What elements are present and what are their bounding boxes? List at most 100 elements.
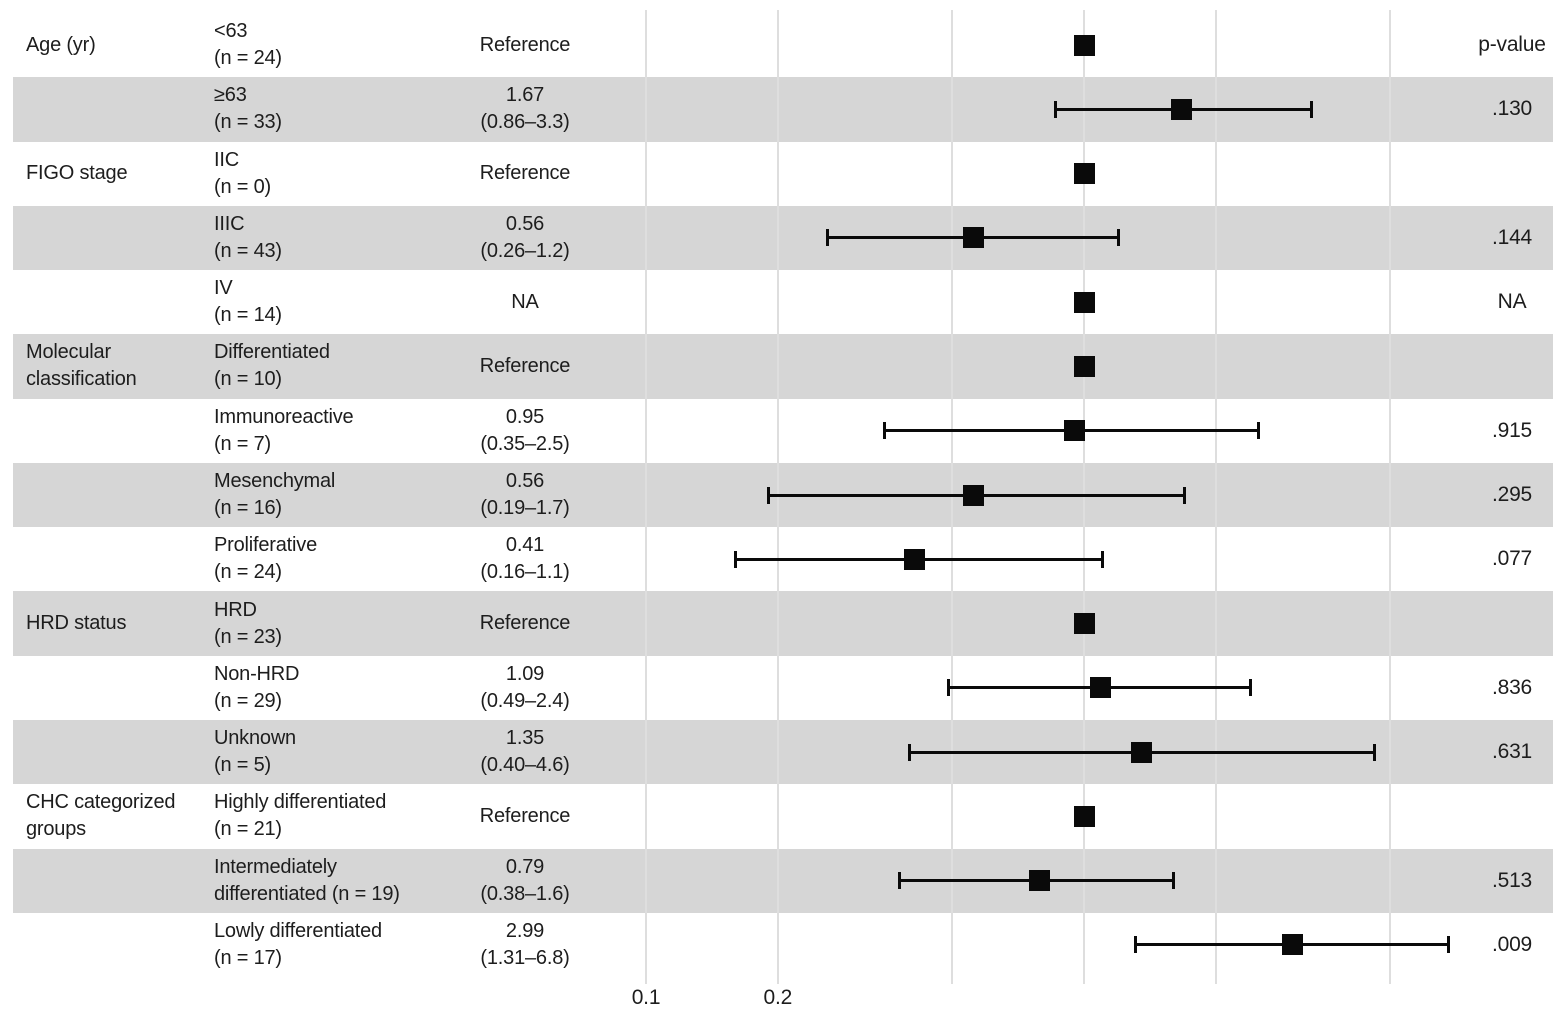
hazard-ratio-value: Reference (405, 13, 645, 77)
hazard-ratio-value: 0.95 (0.35–2.5) (405, 399, 645, 463)
p-value: .077 (1491, 547, 1533, 571)
hazard-ratio-line: (0.40–4.6) (480, 754, 570, 777)
subgroup-label-line: Unknown (214, 727, 296, 750)
ci-whisker-cap (1117, 229, 1121, 247)
point-estimate-marker (903, 548, 925, 570)
subgroup-label-line: Intermediately (214, 855, 337, 878)
hazard-ratio-line: (1.31–6.8) (480, 946, 570, 969)
subgroup-label-line: (n = 43) (214, 239, 282, 262)
subgroup-label: Differentiated (n = 10) (214, 334, 449, 398)
ci-whisker-cap (766, 486, 770, 504)
ci-whisker-cap (1249, 679, 1253, 697)
variable-label-line: groups (26, 818, 86, 841)
hazard-ratio-line: (0.26–1.2) (480, 239, 570, 262)
hazard-ratio-value: 0.56 (0.19–1.7) (405, 463, 645, 527)
p-value: .009 (1491, 932, 1533, 956)
ci-whisker-cap (1309, 100, 1313, 118)
ci-whisker-cap (1171, 872, 1175, 890)
hazard-ratio-value: 0.56 (0.26–1.2) (405, 206, 645, 270)
subgroup-label: Non-HRD (n = 29) (214, 656, 449, 720)
x-tick-label: 0.1 (631, 986, 661, 1009)
x-gridline (1389, 10, 1392, 984)
subgroup-label-line: (n = 29) (214, 689, 282, 712)
ci-whisker-cap (1100, 550, 1104, 568)
hazard-ratio-line: 0.56 (505, 470, 545, 492)
variable-label: HRD status (26, 591, 211, 655)
subgroup-label-line: <63 (214, 20, 248, 43)
x-gridline (951, 10, 954, 984)
variable-label-line: CHC categorized (26, 791, 176, 814)
hazard-ratio-line: Reference (479, 612, 571, 635)
hazard-ratio-line: 1.35 (505, 727, 545, 750)
subgroup-label-line: (n = 21) (214, 818, 282, 841)
hazard-ratio-value: 1.09 (0.49–2.4) (405, 656, 645, 720)
subgroup-label-line: IIC (214, 148, 239, 171)
variable-label-line: Age (yr) (26, 33, 96, 56)
point-estimate-marker (1028, 870, 1050, 892)
subgroup-label-line: Mesenchymal (214, 470, 336, 492)
ci-whisker-cap (908, 743, 912, 761)
ci-whisker-cap (1256, 422, 1260, 440)
hazard-ratio-line: (0.49–2.4) (480, 689, 570, 712)
subgroup-label: IIIC (n = 43) (214, 206, 449, 270)
p-value: .295 (1491, 483, 1533, 506)
variable-label: CHC categorized groups (26, 784, 211, 848)
subgroup-label-line: HRD (214, 598, 257, 621)
subgroup-label-line: (n = 7) (214, 432, 271, 455)
point-estimate-marker (1063, 420, 1085, 442)
ci-whisker-cap (882, 422, 886, 440)
variable-label-line: Molecular (26, 341, 111, 364)
p-value-column-header: p-value (1478, 33, 1546, 56)
point-estimate-marker (1073, 163, 1095, 185)
subgroup-label: HRD (n = 23) (214, 591, 449, 655)
point-estimate-marker (1281, 934, 1303, 956)
hazard-ratio-line: (0.16–1.1) (480, 561, 570, 584)
row-shaded-band (13, 205, 1553, 271)
subgroup-label: Proliferative (n = 24) (214, 527, 449, 591)
subgroup-label-line: Lowly differentiated (214, 919, 382, 942)
hazard-ratio-value: 0.79 (0.38–1.6) (405, 849, 645, 913)
hazard-ratio-line: 0.79 (505, 855, 545, 878)
hazard-ratio-value: Reference (405, 784, 645, 848)
hazard-ratio-line: 1.67 (505, 84, 545, 107)
variable-label: Molecular classification (26, 334, 211, 398)
subgroup-label: Unknown (n = 5) (214, 720, 449, 784)
point-estimate-marker (1130, 741, 1152, 763)
hazard-ratio-line: Reference (479, 33, 571, 56)
hazard-ratio-line: (0.86–3.3) (480, 111, 570, 134)
p-value: NA (1497, 290, 1527, 314)
p-value: .513 (1491, 868, 1533, 892)
row-shaded-band (13, 591, 1553, 656)
ci-whisker-cap (1372, 743, 1376, 761)
x-gridline (645, 10, 647, 984)
subgroup-label-line: (n = 0) (214, 175, 271, 198)
x-tick-label: 0.2 (763, 986, 793, 1009)
ci-whisker-cap (733, 550, 737, 568)
subgroup-label-line: (n = 14) (214, 304, 282, 327)
subgroup-label-line: IV (214, 277, 233, 300)
hazard-ratio-line: Reference (479, 804, 571, 827)
p-value: .130 (1491, 97, 1533, 121)
hazard-ratio-value: 2.99 (1.31–6.8) (405, 913, 645, 977)
hazard-ratio-value: Reference (405, 591, 645, 655)
ci-whisker-cap (1183, 486, 1187, 504)
subgroup-label-line: Non-HRD (214, 662, 300, 685)
hazard-ratio-line: Reference (479, 354, 571, 377)
point-estimate-marker (1073, 613, 1095, 635)
variable-label-line: classification (26, 368, 137, 391)
subgroup-label-line: (n = 10) (214, 368, 282, 391)
subgroup-label-line: ≥63 (214, 84, 247, 107)
hazard-ratio-line: 0.95 (505, 405, 545, 428)
p-value: .144 (1491, 225, 1533, 249)
variable-label: FIGO stage (26, 142, 211, 206)
ci-whisker-cap (1053, 100, 1057, 118)
x-gridline (1214, 10, 1217, 984)
point-estimate-marker (1073, 805, 1095, 827)
subgroup-label: Lowly differentiated (n = 17) (214, 913, 449, 977)
row-shaded-band (13, 334, 1553, 399)
point-estimate-marker (1171, 98, 1193, 120)
subgroup-label: Immunoreactive (n = 7) (214, 399, 449, 463)
subgroup-label: Mesenchymal (n = 16) (214, 463, 449, 527)
hazard-ratio-line: NA (511, 290, 539, 313)
